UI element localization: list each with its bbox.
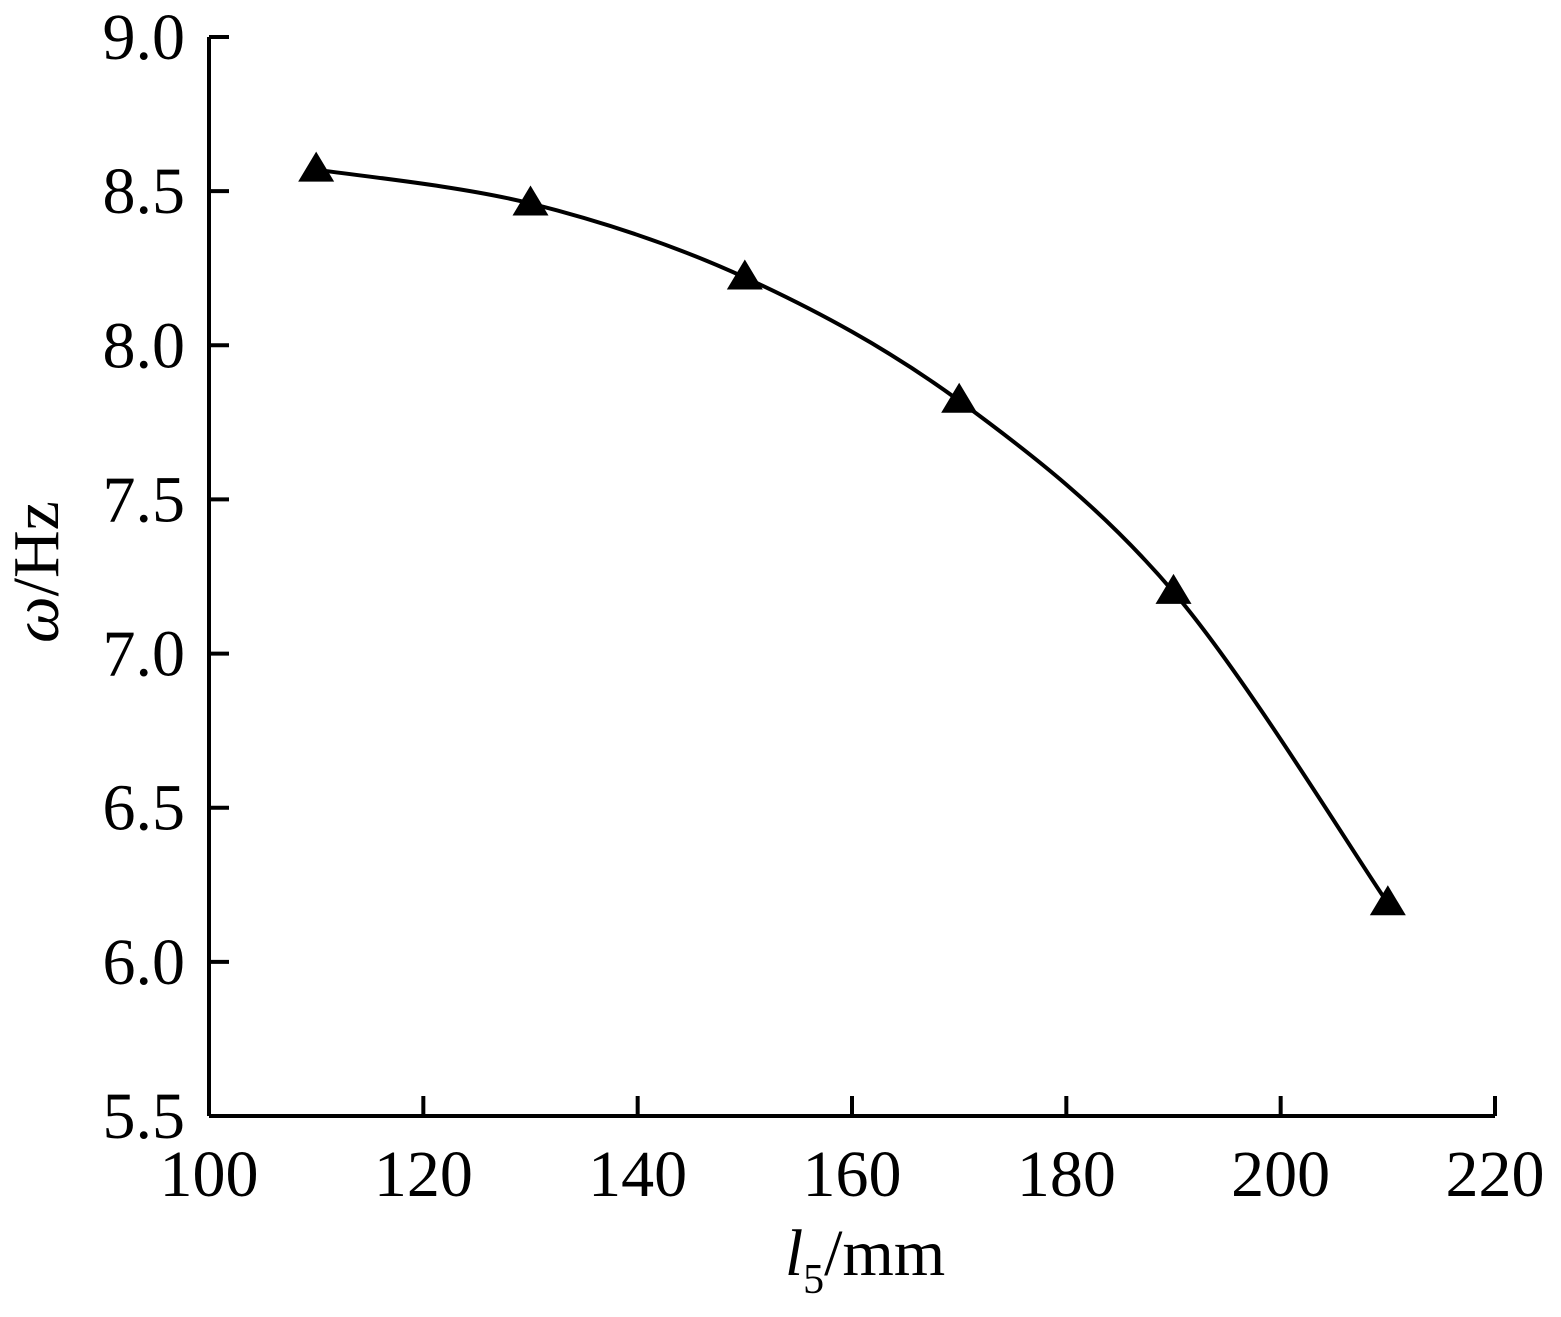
y-tick-label: 8.0 — [103, 309, 186, 382]
y-tick-label: 7.5 — [103, 463, 186, 536]
y-axis-title: ω/Hz — [0, 501, 73, 643]
x-tick-label: 120 — [374, 1138, 473, 1211]
x-axis-title: l5/mm — [785, 1217, 945, 1303]
y-tick-label: 9.0 — [103, 1, 186, 74]
x-tick-label: 200 — [1231, 1138, 1330, 1211]
series-group — [298, 151, 1406, 916]
x-axis-ticks: 100 120 140 160 180 200 220 — [160, 1096, 1545, 1211]
y-tick-label: 7.0 — [103, 618, 186, 691]
triangle-data-point — [941, 382, 978, 413]
triangle-data-point — [1155, 573, 1192, 604]
y-tick-label: 6.0 — [103, 926, 186, 999]
x-tick-label: 140 — [588, 1138, 687, 1211]
x-axis-title-unit: /mm — [824, 1217, 945, 1290]
x-tick-label: 160 — [803, 1138, 902, 1211]
y-tick-label: 8.5 — [103, 155, 186, 228]
triangle-data-point — [1369, 885, 1406, 916]
y-tick-label: 5.5 — [103, 1080, 186, 1153]
series-line — [315, 167, 1390, 905]
y-axis-title-main: ω — [0, 596, 73, 643]
x-axis-title-main: l — [785, 1217, 803, 1290]
x-axis-title-subscript: 5 — [803, 1257, 824, 1303]
x-tick-label: 220 — [1446, 1138, 1545, 1211]
y-tick-label: 6.5 — [103, 772, 186, 845]
y-axis-ticks: 5.5 6.0 6.5 7.0 7.5 8.0 8.5 9.0 — [103, 1, 229, 1153]
y-axis-title-unit: /Hz — [0, 501, 73, 596]
triangle-data-point — [512, 185, 549, 216]
x-tick-label: 180 — [1017, 1138, 1116, 1211]
triangle-data-point — [726, 259, 763, 290]
x-tick-label: 100 — [160, 1138, 259, 1211]
triangle-data-point — [298, 151, 335, 182]
